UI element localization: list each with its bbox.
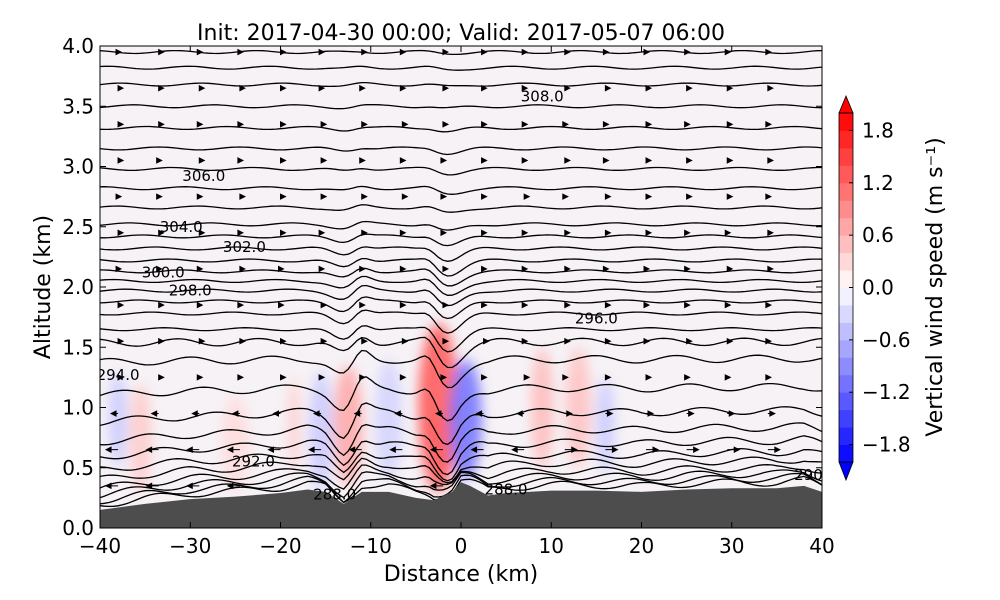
w-shading-feature xyxy=(375,360,402,480)
colorbar-band xyxy=(839,410,853,428)
colorbar-tick-label: 0.0 xyxy=(862,276,894,300)
chart-svg: Init: 2017-04-30 00:00; Valid: 2017-05-0… xyxy=(0,0,1000,600)
colorbar-tick-label: 1.8 xyxy=(862,118,894,142)
contour-label: 304.0 xyxy=(160,218,203,236)
colorbar-tick-label: −1.2 xyxy=(862,380,911,404)
contour-label: 288.0 xyxy=(485,480,528,498)
x-tick-label: −20 xyxy=(259,534,301,558)
contour-label: 288.0 xyxy=(313,485,356,503)
y-tick-label: 2.0 xyxy=(62,275,94,299)
y-tick-label: 0.0 xyxy=(62,516,94,540)
plot-area: 308.0 306.0 304.0 302.0 300.0298.0 296.0 294.0… xyxy=(97,46,823,528)
colorbar-band xyxy=(839,253,853,271)
colorbar-band xyxy=(839,113,853,131)
y-tick-label: 4.0 xyxy=(62,34,94,58)
contour-label: 306.0 xyxy=(182,167,225,185)
contour-label: 308.0 xyxy=(521,88,564,106)
x-tick-label: −10 xyxy=(350,534,392,558)
colorbar-band xyxy=(839,322,853,340)
y-tick-label: 1.5 xyxy=(62,335,94,359)
chart-title: Init: 2017-04-30 00:00; Valid: 2017-05-0… xyxy=(197,21,725,46)
x-axis-label: Distance (km) xyxy=(384,562,539,587)
w-shading-feature xyxy=(289,378,300,474)
colorbar-band xyxy=(839,375,853,393)
colorbar-label: Vertical wind speed (m s⁻¹) xyxy=(923,137,948,436)
colorbar-tick-label: 1.2 xyxy=(862,171,894,195)
colorbar-band xyxy=(839,270,853,288)
y-tick-label: 3.0 xyxy=(62,155,94,179)
colorbar-band xyxy=(839,148,853,166)
x-tick-label: 40 xyxy=(809,534,834,558)
colorbar: −1.8 −1.2 −0.6 0.0 0.6 1.2 1.8 xyxy=(839,96,911,480)
w-shading-feature xyxy=(596,378,614,474)
contour-label: 290 xyxy=(794,466,823,484)
colorbar-band xyxy=(839,183,853,201)
x-tick-label: 20 xyxy=(629,534,654,558)
x-tick-label: 10 xyxy=(539,534,564,558)
colorbar-band xyxy=(839,305,853,323)
colorbar-band xyxy=(839,340,853,358)
colorbar-tick-label: 0.6 xyxy=(862,223,894,247)
colorbar-band xyxy=(839,357,853,375)
colorbar-band xyxy=(839,445,853,463)
y-tick-label: 0.5 xyxy=(62,456,94,480)
x-tick-label: −30 xyxy=(169,534,211,558)
colorbar-band xyxy=(839,235,853,253)
y-tick-label: 1.0 xyxy=(62,396,94,420)
contour-label: 298.0 xyxy=(169,282,212,300)
x-tick-label: 0 xyxy=(455,534,468,558)
colorbar-band xyxy=(839,427,853,445)
y-axis-label: Altitude (km) xyxy=(31,215,56,359)
chart-figure: Init: 2017-04-30 00:00; Valid: 2017-05-0… xyxy=(0,0,1000,600)
contour-label: 302.0 xyxy=(223,238,266,256)
contour-label: 292.0 xyxy=(232,453,275,471)
colorbar-tick-label: −1.8 xyxy=(862,433,911,457)
contour-label: 294.0 xyxy=(97,366,140,384)
colorbar-extend-max xyxy=(839,96,853,113)
colorbar-band xyxy=(839,218,853,236)
colorbar-band xyxy=(839,200,853,218)
colorbar-band xyxy=(839,165,853,183)
y-tick-label: 2.5 xyxy=(62,215,94,239)
w-shading-feature xyxy=(531,348,553,468)
colorbar-band xyxy=(839,130,853,148)
colorbar-tick-label: −0.6 xyxy=(862,328,911,352)
y-tick-label: 3.5 xyxy=(62,94,94,118)
contour-label: 300.0 xyxy=(142,264,185,282)
x-tick-label: 30 xyxy=(719,534,744,558)
contour-label: 296.0 xyxy=(575,309,618,327)
colorbar-band xyxy=(839,288,853,306)
colorbar-extend-min xyxy=(839,462,853,480)
colorbar-band xyxy=(839,392,853,410)
